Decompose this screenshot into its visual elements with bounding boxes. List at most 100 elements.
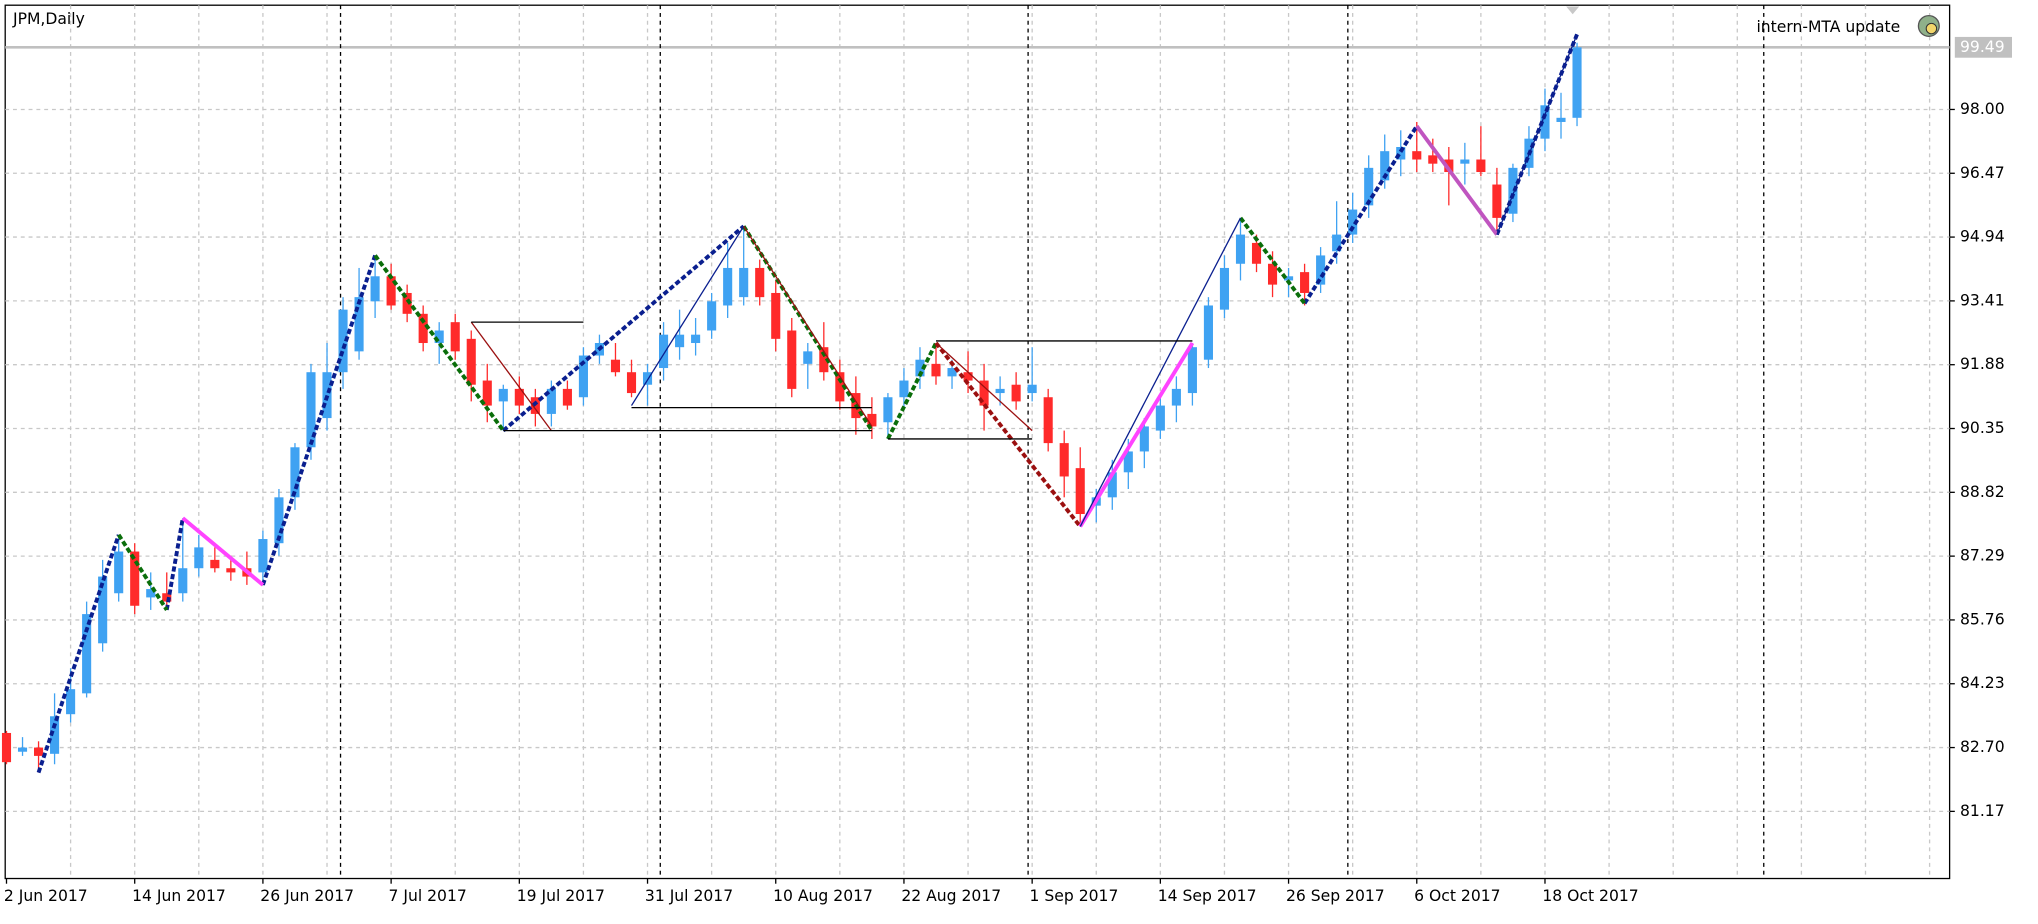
candle-body	[1059, 443, 1069, 477]
candle-body	[931, 363, 941, 377]
zigzag-line	[117, 533, 169, 611]
candle-body	[1348, 209, 1358, 235]
candle-body	[915, 359, 925, 377]
candle-body	[1332, 234, 1342, 252]
candle-body	[130, 551, 140, 606]
x-tick-label: 6 Oct 2017	[1414, 887, 1500, 905]
chart-title: JPM,Daily	[12, 10, 85, 28]
current-bar-marker	[1566, 6, 1580, 15]
y-tick-label: 88.82	[1960, 483, 2005, 501]
candle-body	[1380, 151, 1390, 181]
candle-body	[1043, 397, 1053, 444]
candle-body	[626, 372, 637, 394]
y-tick-label: 87.29	[1960, 547, 2005, 565]
y-tick-label: 94.94	[1960, 228, 2005, 246]
marks	[1, 42, 1582, 773]
x-tick-label: 14 Sep 2017	[1158, 887, 1257, 905]
candle-body	[707, 301, 717, 331]
candle-body	[354, 297, 364, 352]
candle-body	[1508, 167, 1518, 214]
candle-body	[162, 593, 172, 602]
candle-body	[1027, 384, 1037, 394]
candle-body	[979, 380, 989, 406]
y-tick-label: 96.47	[1960, 164, 2005, 182]
x-tick-label: 10 Aug 2017	[773, 887, 873, 905]
candle-body	[691, 334, 701, 344]
candle-body	[883, 397, 893, 423]
x-tick-label: 26 Sep 2017	[1286, 887, 1385, 905]
candle-body	[1572, 47, 1582, 118]
candle-body	[1396, 146, 1406, 160]
candle-body	[514, 388, 524, 406]
x-tick-label: 22 Aug 2017	[901, 887, 1001, 905]
candle-body	[963, 372, 973, 381]
candle-body	[659, 334, 669, 369]
candle-body	[370, 276, 380, 302]
y-tick-label: 91.88	[1960, 355, 2005, 373]
zigzag-line	[886, 342, 938, 440]
candle-body	[1251, 242, 1262, 264]
x-tick-label: 26 Jun 2017	[260, 887, 354, 905]
zigzag-line	[502, 224, 745, 433]
candle-body	[210, 559, 220, 569]
zigzag-line	[470, 321, 552, 431]
axis: 81.17 82.70 84.23 85.76 87.29 88.82 90.35 91.88…	[4, 36, 2013, 905]
y-tick-label: 90.35	[1960, 419, 2005, 437]
candle-body	[1300, 272, 1310, 293]
candle-body	[1492, 184, 1502, 218]
candle-body	[1203, 305, 1213, 360]
candle-body	[899, 380, 909, 398]
x-tick-label: 1 Sep 2017	[1030, 887, 1119, 905]
zigzag-line	[373, 254, 505, 432]
x-tick-label: 14 Jun 2017	[132, 887, 226, 905]
plot-frame	[4, 4, 1951, 880]
candle-body	[482, 380, 492, 406]
grid	[5, 5, 1950, 879]
zigzag-line	[1302, 125, 1419, 305]
candle-body	[803, 351, 813, 364]
candle-body	[338, 309, 348, 373]
candle-body	[1123, 451, 1133, 473]
candle-body	[1187, 347, 1197, 394]
zigzag-line	[261, 254, 377, 586]
y-tick-label: 82.70	[1960, 738, 2005, 756]
candle-body	[226, 568, 236, 573]
y-tick-label: 81.17	[1960, 802, 2005, 820]
candle-body	[146, 589, 156, 598]
candle-body	[1540, 105, 1550, 139]
zigzag-line	[743, 225, 873, 427]
candle-body	[114, 551, 124, 594]
x-tick-label: 31 Jul 2017	[645, 887, 733, 905]
candle-body	[17, 747, 28, 752]
zigzag-line	[1496, 34, 1578, 235]
y-tick-label: 84.23	[1960, 674, 2005, 692]
candle-body	[1284, 276, 1294, 281]
candle-body	[1428, 155, 1438, 164]
candle-body	[642, 372, 653, 385]
candle-body	[675, 334, 685, 348]
candle-body	[418, 313, 428, 344]
candle-body	[995, 388, 1005, 394]
candle-body	[82, 614, 92, 694]
candle-body	[1412, 151, 1422, 160]
zigzag-line	[630, 225, 745, 406]
candle-body	[1267, 263, 1278, 285]
candle-body	[434, 330, 444, 344]
candle-body	[835, 372, 845, 402]
candle-body	[322, 372, 332, 419]
y-tick-label: 93.41	[1960, 291, 2005, 309]
x-tick-label: 19 Jul 2017	[517, 887, 605, 905]
candle-body	[771, 292, 781, 339]
candle-body	[194, 547, 204, 569]
zigzag-line	[1415, 124, 1499, 236]
candle-body	[1556, 117, 1566, 122]
current-price-label: 99.49	[1960, 38, 2005, 56]
x-tick-label: 18 Oct 2017	[1542, 887, 1638, 905]
candle-body	[274, 497, 284, 544]
zigzag-line	[181, 516, 265, 587]
candle-body	[178, 568, 188, 594]
y-tick-label: 98.00	[1960, 100, 2005, 118]
candle-body	[546, 388, 556, 414]
candle-body	[466, 338, 476, 385]
